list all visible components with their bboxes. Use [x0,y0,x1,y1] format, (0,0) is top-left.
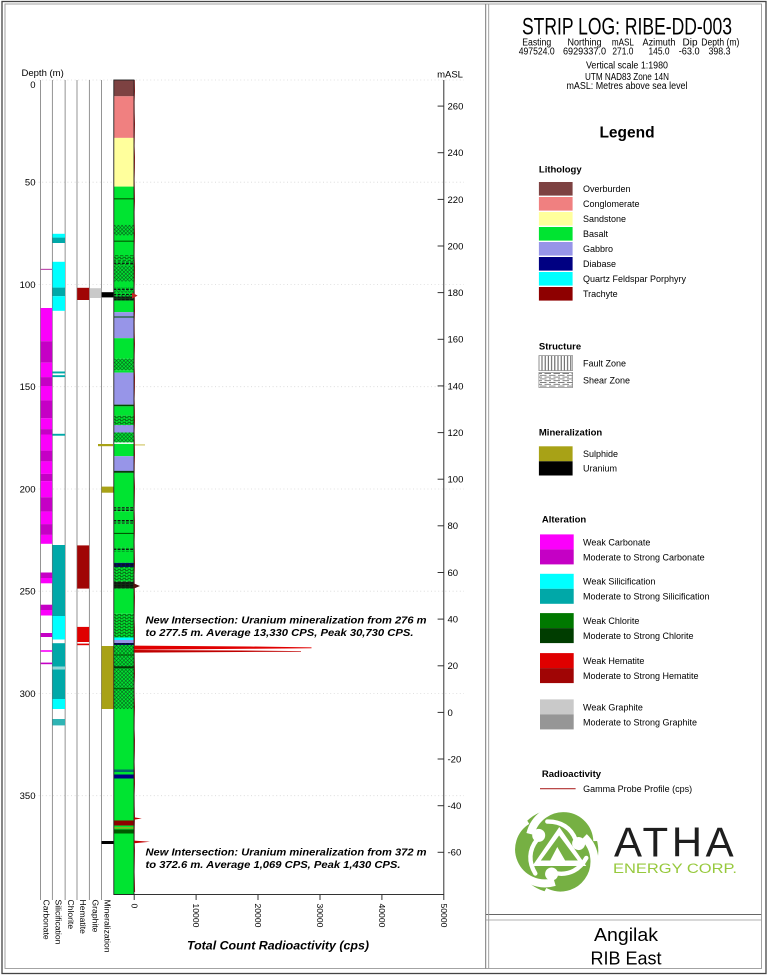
svg-text:Silicification: Silicification [54,900,64,945]
svg-text:220: 220 [448,195,464,206]
svg-text:350: 350 [20,791,36,802]
svg-text:to 372.6 m. Average 1,069 CPS,: to 372.6 m. Average 1,069 CPS, Peak 1,43… [146,860,401,871]
svg-text:Basalt: Basalt [583,229,609,239]
svg-text:497524.0: 497524.0 [519,46,555,57]
svg-text:Carbonate: Carbonate [41,900,51,940]
svg-text:Radioactivity: Radioactivity [542,769,602,780]
svg-text:Overburden: Overburden [583,184,631,194]
svg-text:140: 140 [448,381,464,392]
svg-text:300: 300 [20,689,36,700]
svg-text:Trachyte: Trachyte [583,289,618,299]
svg-text:Moderate to Strong Graphite: Moderate to Strong Graphite [583,717,697,727]
svg-text:to 277.5 m. Average 13,330 CPS: to 277.5 m. Average 13,330 CPS, Peak 30,… [146,628,414,639]
svg-text:Weak Carbonate: Weak Carbonate [583,537,650,547]
svg-text:Gamma Probe Profile (cps): Gamma Probe Profile (cps) [583,784,692,794]
svg-text:Weak Silicification: Weak Silicification [583,577,655,587]
svg-text:0: 0 [448,708,453,719]
svg-text:mASL: mASL [437,70,463,81]
svg-text:Depth (m): Depth (m) [701,37,739,48]
svg-text:0: 0 [30,80,35,91]
svg-text:mASL: mASL [612,37,634,48]
svg-text:Lithology: Lithology [539,164,582,175]
svg-text:Weak Chlorite: Weak Chlorite [583,616,639,626]
svg-text:Graphite: Graphite [90,900,100,933]
svg-text:398.3: 398.3 [709,46,731,57]
svg-text:Uranium: Uranium [583,464,617,474]
svg-text:Legend: Legend [599,125,654,142]
svg-text:100: 100 [448,475,464,486]
svg-text:Alteration: Alteration [542,515,587,526]
svg-text:Sandstone: Sandstone [583,214,626,224]
svg-text:Angilak: Angilak [594,925,659,945]
svg-text:Azimuth: Azimuth [643,37,676,48]
svg-text:40: 40 [448,615,459,626]
svg-text:60: 60 [448,568,459,579]
svg-text:120: 120 [448,428,464,439]
svg-text:Fault Zone: Fault Zone [583,359,626,369]
svg-text:Chlorite: Chlorite [66,900,76,930]
svg-text:145.0: 145.0 [649,46,670,57]
svg-text:Depth (m): Depth (m) [22,68,64,79]
svg-text:Shear Zone: Shear Zone [583,375,630,385]
svg-text:160: 160 [448,335,464,346]
svg-text:New Intersection: Uranium mine: New Intersection: Uranium mineralization… [146,616,427,627]
svg-text:ENERGY CORP.: ENERGY CORP. [613,861,737,876]
svg-text:Easting: Easting [522,37,551,48]
svg-text:0: 0 [129,904,139,909]
svg-text:Mineralization: Mineralization [103,900,113,953]
svg-text:80: 80 [448,521,459,532]
svg-text:150: 150 [20,382,36,393]
svg-text:Weak Hematite: Weak Hematite [583,656,644,666]
svg-text:Weak Graphite: Weak Graphite [583,702,643,712]
svg-text:Diabase: Diabase [583,259,616,269]
svg-text:Moderate to Strong Carbonate: Moderate to Strong Carbonate [583,552,705,562]
svg-text:-20: -20 [448,754,462,765]
svg-text:STRIP LOG: RIBE-DD-003: STRIP LOG: RIBE-DD-003 [522,14,732,41]
svg-text:RIB East: RIB East [590,949,661,969]
svg-text:Structure: Structure [539,342,581,353]
svg-text:-63.0: -63.0 [679,46,701,57]
svg-text:20: 20 [448,661,459,672]
svg-text:6929337.0: 6929337.0 [563,46,607,57]
svg-text:200: 200 [448,241,464,252]
svg-text:-60: -60 [448,848,462,859]
svg-text:Conglomerate: Conglomerate [583,199,640,209]
svg-text:200: 200 [20,484,36,495]
svg-text:Gabbro: Gabbro [583,244,613,254]
svg-text:-40: -40 [448,801,462,812]
svg-text:271.0: 271.0 [612,46,633,57]
svg-text:50000: 50000 [439,904,449,928]
svg-text:Moderate to Strong Chlorite: Moderate to Strong Chlorite [583,631,694,641]
svg-text:10000: 10000 [191,904,201,928]
svg-text:260: 260 [448,102,464,113]
svg-text:mASL: Metres above sea level: mASL: Metres above sea level [567,81,688,92]
svg-text:Mineralization: Mineralization [539,427,603,438]
svg-text:40000: 40000 [377,904,387,928]
svg-text:Total Count Radioactivity (cps: Total Count Radioactivity (cps) [187,939,369,953]
svg-text:UTM NAD83 Zone 14N: UTM NAD83 Zone 14N [585,72,669,83]
svg-text:ATHA: ATHA [614,819,737,866]
svg-text:Vertical scale 1:1980: Vertical scale 1:1980 [586,61,668,72]
svg-text:Northing: Northing [568,37,602,48]
svg-text:240: 240 [448,148,464,159]
svg-text:180: 180 [448,288,464,299]
svg-text:50: 50 [25,178,36,189]
svg-text:Dip: Dip [683,37,699,48]
svg-text:Moderate to Strong Hematite: Moderate to Strong Hematite [583,671,699,681]
svg-text:New Intersection: Uranium mine: New Intersection: Uranium mineralization… [146,848,427,859]
svg-text:20000: 20000 [253,904,263,928]
svg-text:30000: 30000 [315,904,325,928]
svg-text:Moderate to Strong Silicificat: Moderate to Strong Silicification [583,592,710,602]
svg-text:Sulphide: Sulphide [583,449,618,459]
svg-text:100: 100 [20,280,36,291]
svg-text:Hematite: Hematite [78,900,88,935]
svg-text:250: 250 [20,587,36,598]
svg-text:Quartz Feldspar Porphyry: Quartz Feldspar Porphyry [583,274,687,284]
